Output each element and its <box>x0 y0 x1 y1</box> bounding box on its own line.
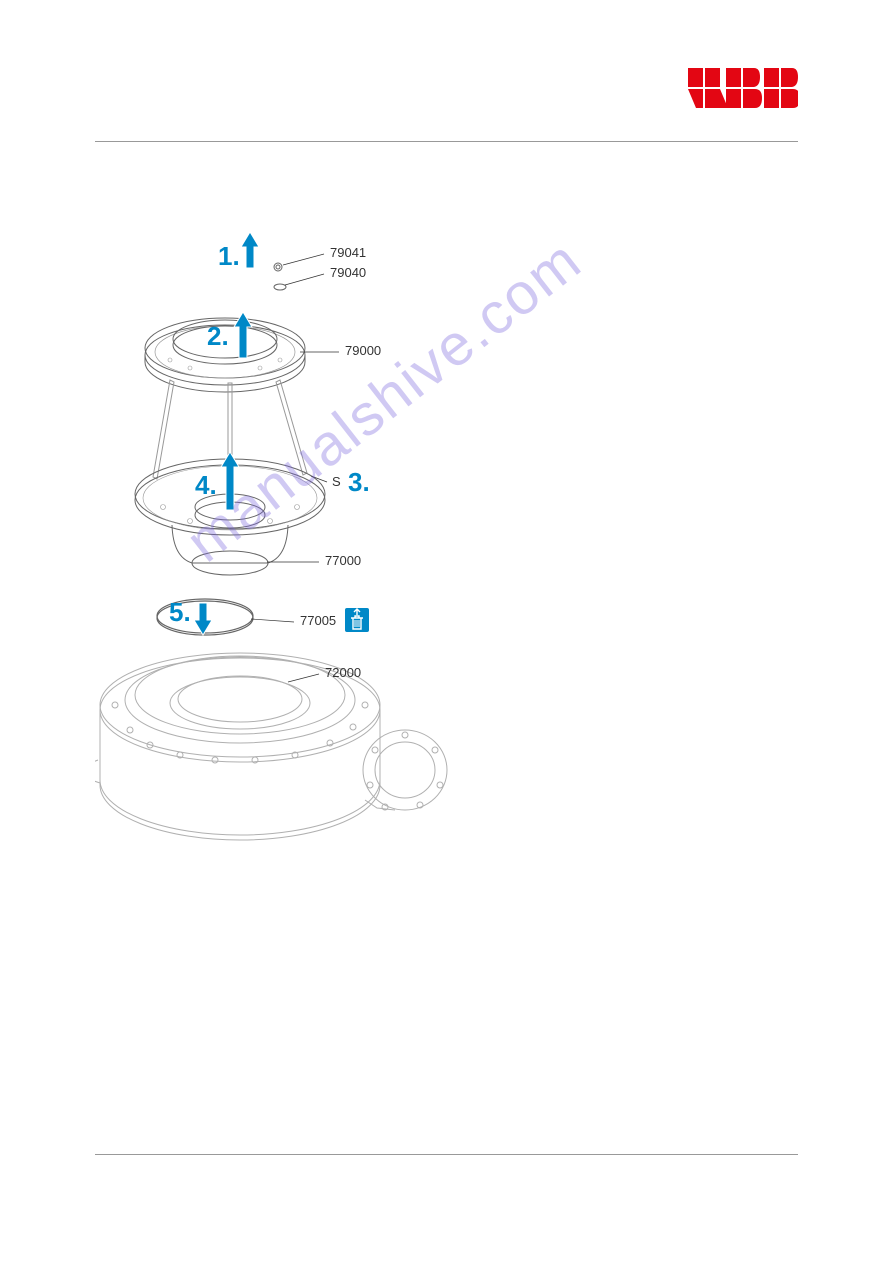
part-housing-72000 <box>95 653 447 840</box>
footer-divider <box>95 1154 798 1155</box>
step-4: 4. <box>195 470 217 500</box>
callout-72000: 72000 <box>325 665 361 680</box>
part-79040 <box>274 284 286 290</box>
header-divider <box>95 141 798 142</box>
step-5: 5. <box>169 597 191 627</box>
abb-logo <box>688 68 798 115</box>
part-79041 <box>274 263 282 271</box>
page-content: 79041 79040 79000 S 77000 77005 72000 1.… <box>95 145 798 1158</box>
arrow-step5 <box>194 603 212 635</box>
callout-77005: 77005 <box>300 613 336 628</box>
page-header <box>0 0 893 145</box>
arrow-step1 <box>241 232 259 268</box>
step-2: 2. <box>207 321 229 351</box>
exploded-diagram: 79041 79040 79000 S 77000 77005 72000 1.… <box>95 145 798 1158</box>
callout-79041: 79041 <box>330 245 366 260</box>
arrow-step4 <box>221 452 239 510</box>
callout-s: S <box>332 474 341 489</box>
callout-79040: 79040 <box>330 265 366 280</box>
callout-79000: 79000 <box>345 343 381 358</box>
step-1: 1. <box>218 241 240 271</box>
callout-77000: 77000 <box>325 553 361 568</box>
dispose-icon <box>345 608 369 632</box>
step-3: 3. <box>348 467 370 497</box>
